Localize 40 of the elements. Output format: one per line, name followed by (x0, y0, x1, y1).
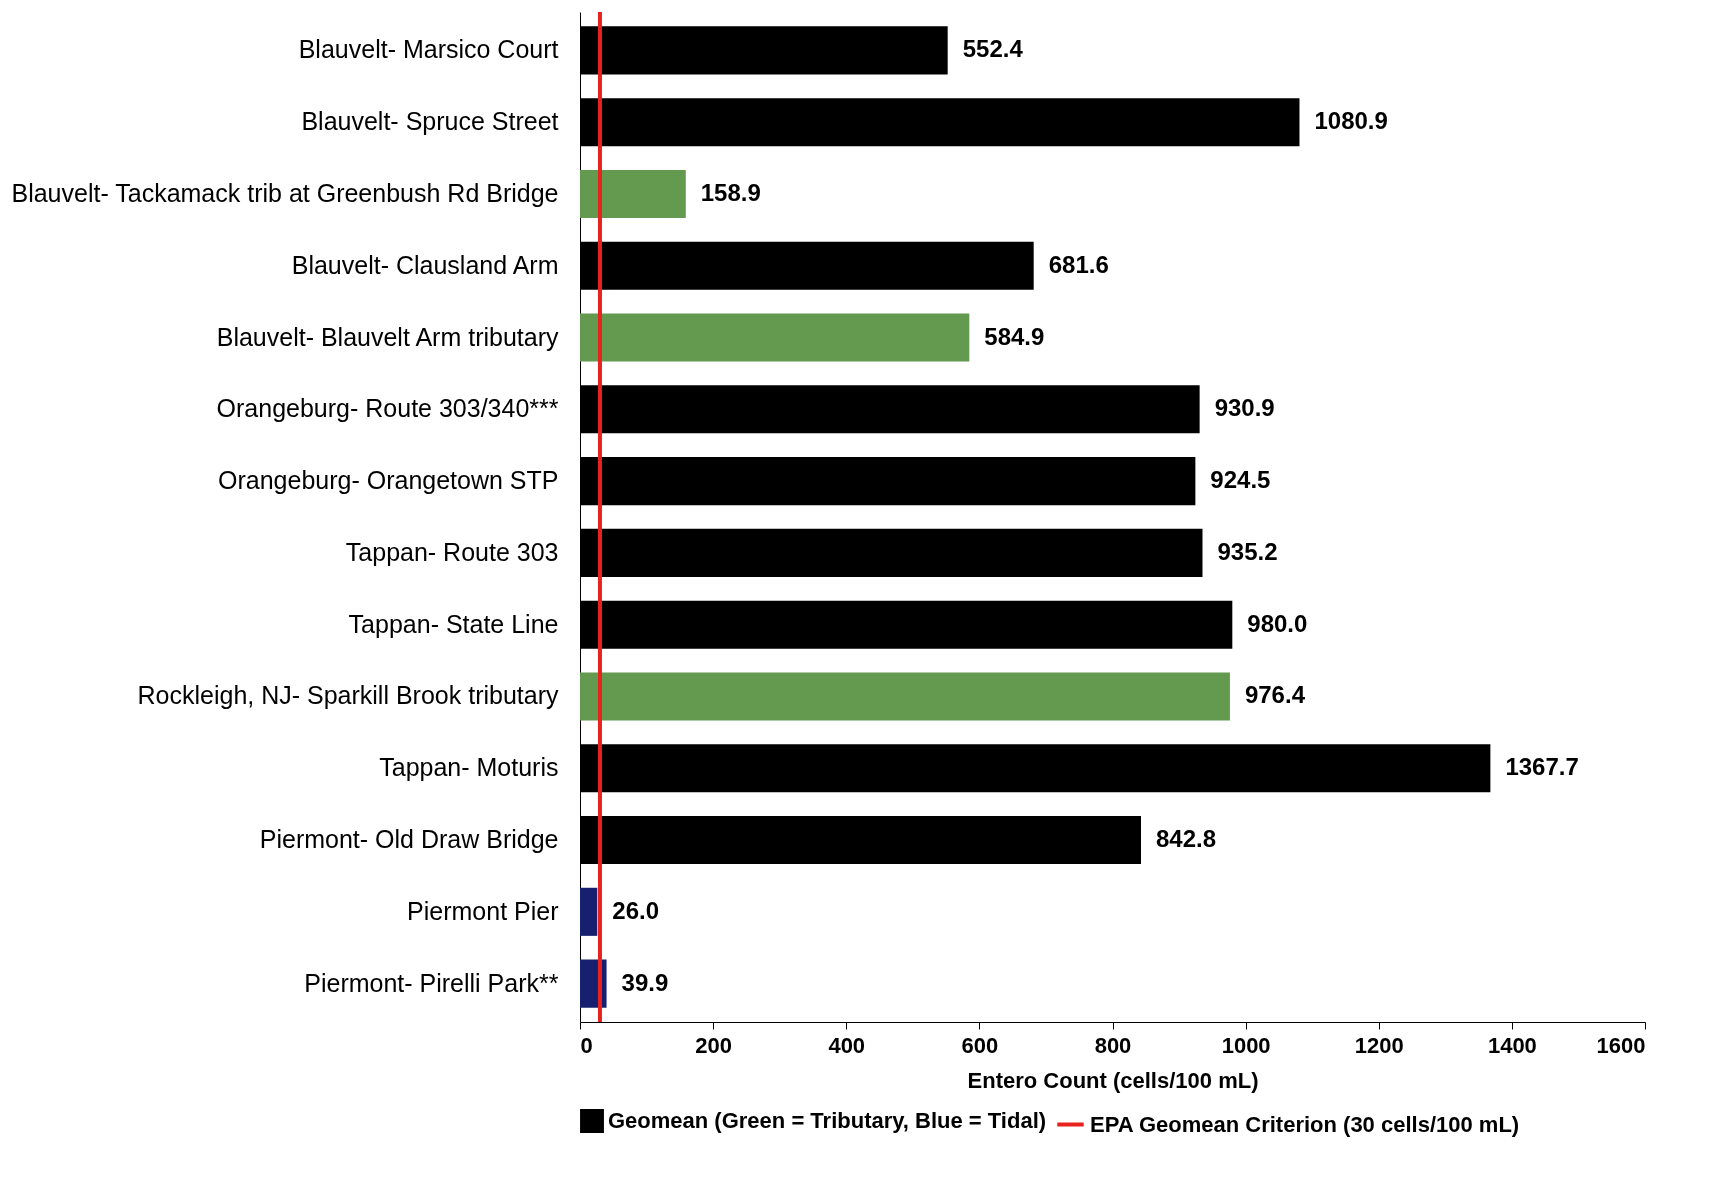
data-label: 980.0 (1247, 609, 1308, 637)
y-tick-label: Orangeburg- Route 303/340*** (216, 394, 559, 423)
y-tick-label: Blauvelt- Marsico Court (298, 35, 559, 64)
x-tick-label: 0 (580, 1032, 593, 1058)
data-label: 26.0 (612, 896, 660, 924)
y-tick-label: Blauvelt- Tackamack trib at Greenbush Rd Bridge (11, 178, 559, 207)
x-axis-title: Entero Count (cells/100 mL) (967, 1067, 1259, 1093)
y-tick-label: Blauvelt- Blauvelt Arm tributary (216, 322, 559, 351)
data-label: 552.4 (962, 35, 1024, 63)
x-tick-label: 1600 (1596, 1032, 1646, 1058)
y-tick-label: Blauvelt- Spruce Street (301, 107, 559, 136)
y-tick-label: Rockleigh, NJ- Sparkill Brook tributary (137, 681, 559, 710)
x-tick-label: 1000 (1221, 1032, 1271, 1058)
data-label: 924.5 (1210, 466, 1271, 494)
x-tick-label: 600 (961, 1032, 999, 1058)
y-tick-label: Piermont Pier (407, 896, 559, 925)
y-tick-label: Piermont- Old Draw Bridge (259, 825, 559, 854)
data-label: 976.4 (1244, 681, 1306, 709)
data-label: 842.8 (1155, 825, 1217, 853)
x-tick-label: 200 (695, 1032, 732, 1058)
y-tick-label: Piermont- Pirelli Park** (304, 968, 559, 997)
y-tick-label: Blauvelt- Clausland Arm (291, 250, 559, 279)
y-tick-label: Tappan- Moturis (379, 753, 559, 782)
data-label: 39.9 (621, 968, 669, 996)
data-label: 1367.7 (1505, 753, 1579, 781)
x-tick-label: 1200 (1354, 1032, 1404, 1058)
data-label: 1080.9 (1314, 107, 1388, 135)
data-label: 681.6 (1048, 250, 1109, 278)
data-label: 158.9 (700, 178, 761, 206)
data-label: 930.9 (1214, 394, 1275, 422)
data-label: 584.9 (984, 322, 1045, 350)
y-tick-label: Tappan- Route 303 (345, 537, 559, 566)
y-tick-label: Tappan- State Line (348, 609, 559, 638)
x-tick-label: 400 (828, 1032, 866, 1058)
legend-label: EPA Geomean Criterion (30 cells/100 mL) (1090, 1111, 1520, 1137)
y-tick-label: Orangeburg- Orangetown STP (218, 466, 559, 495)
x-tick-label: 1400 (1487, 1032, 1537, 1058)
legend-label: Geomean (Green = Tributary, Blue = Tidal) (608, 1108, 1047, 1133)
x-tick-label: 800 (1094, 1032, 1132, 1058)
data-label: 935.2 (1217, 537, 1278, 565)
